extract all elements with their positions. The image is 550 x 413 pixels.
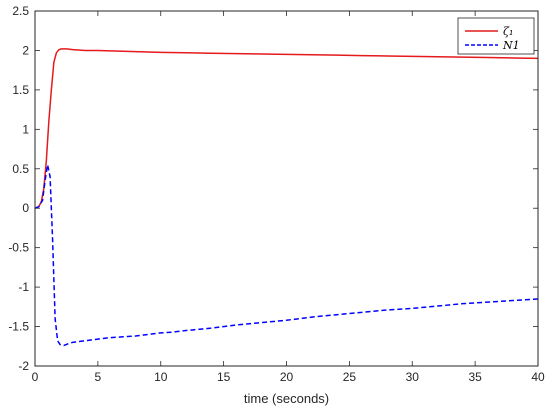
x-axis-label: time (seconds) [244, 391, 329, 406]
legend-label-zeta1: ζ₁ [503, 25, 513, 38]
plot-area [35, 11, 538, 366]
y-tick-label: -1.5 [8, 320, 29, 334]
y-tick-label: -2 [18, 359, 29, 373]
series-layer [34, 48, 539, 347]
legend: ζ₁ N1 [457, 17, 535, 55]
x-tick-label: 25 [343, 370, 357, 384]
y-tick-label: 1 [22, 122, 29, 136]
x-tick-label: 30 [406, 370, 420, 384]
y-tick-label: 0.5 [12, 162, 29, 176]
y-tick-label: 0 [22, 201, 29, 215]
y-tick-label: 2.5 [12, 4, 29, 18]
x-tick-label: 20 [280, 370, 294, 384]
x-tick-label: 10 [154, 370, 168, 384]
x-tick-label: 40 [531, 370, 545, 384]
x-tick-label: 35 [468, 370, 482, 384]
series-line-n1 [34, 164, 539, 347]
plot-frame [34, 10, 539, 367]
y-tick-label: 1.5 [12, 83, 29, 97]
legend-box [457, 17, 535, 55]
x-tick-label: 15 [217, 370, 231, 384]
y-tick-label: 2 [22, 43, 29, 57]
series-line-zeta1 [34, 48, 539, 209]
y-tick-label: -1 [18, 280, 29, 294]
y-tick-label: -0.5 [8, 241, 29, 255]
legend-label-n1: N1 [502, 39, 520, 52]
x-tick-label: 0 [32, 370, 39, 384]
ticks-layer: 0 5 10 15 20 25 30 35 40 -2 -1.5 -1 -0.5 0 0.5 1 1.5 2 2.5 [8, 4, 545, 384]
x-tick-label: 5 [95, 370, 102, 384]
